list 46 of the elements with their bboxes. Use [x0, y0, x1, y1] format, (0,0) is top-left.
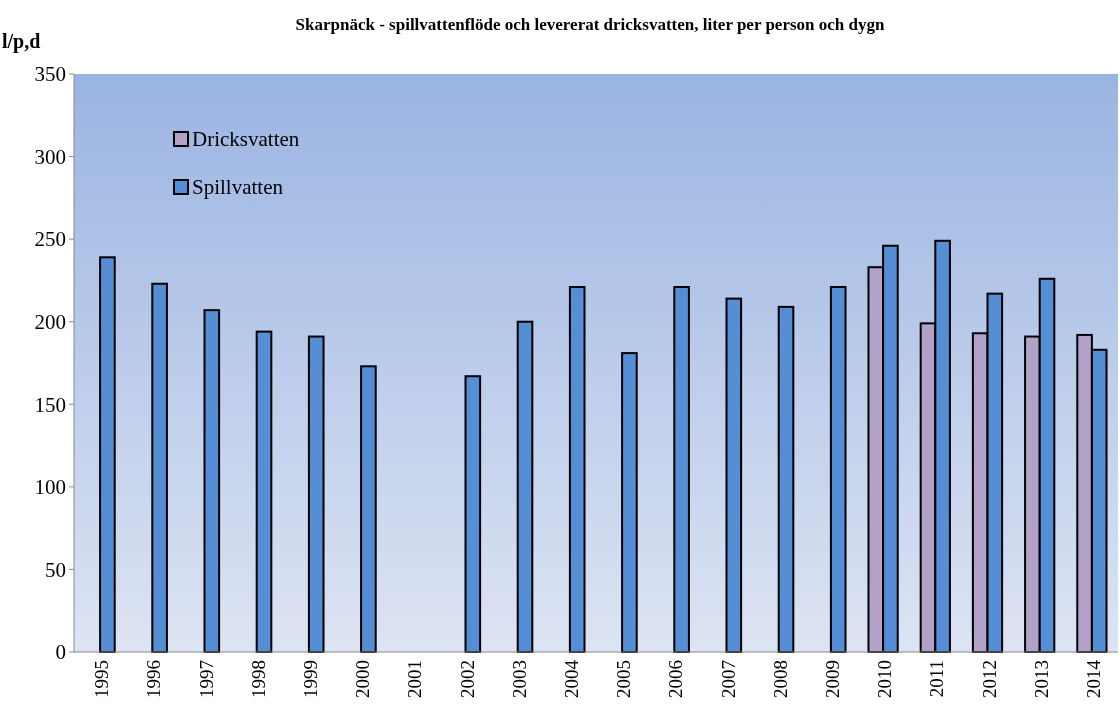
bar [516, 320, 534, 653]
bar [829, 286, 847, 653]
x-tick-label: 2001 [404, 660, 426, 698]
x-tick-label: 1995 [91, 660, 113, 698]
x-tick-label: 2014 [1082, 659, 1104, 698]
bar [725, 297, 743, 653]
bar [464, 375, 482, 653]
bar [255, 330, 273, 653]
bar [673, 286, 690, 653]
legend-label: Dricksvatten [192, 127, 300, 151]
x-tick-label: 2010 [874, 660, 896, 698]
bar [99, 256, 116, 653]
bar [307, 335, 325, 653]
bar [203, 309, 221, 653]
x-tick-label: 2002 [456, 660, 478, 698]
bar [777, 305, 795, 653]
y-tick-label: 350 [34, 62, 66, 87]
y-tick-label: 300 [34, 144, 66, 169]
x-tick-label: 2005 [613, 660, 635, 698]
x-tick-label: 2011 [926, 660, 948, 698]
x-tick-label: 1996 [143, 660, 165, 698]
bar [568, 286, 586, 653]
x-tick-label: 2000 [352, 660, 374, 698]
x-tick-label: 2008 [769, 660, 791, 698]
x-tick-label: 1997 [195, 660, 217, 698]
y-tick-label: 150 [34, 392, 66, 417]
bar [360, 365, 377, 653]
x-tick-label: 2006 [665, 660, 687, 698]
y-tick-label: 50 [45, 557, 66, 582]
y-tick-label: 0 [55, 640, 66, 665]
x-tick-label: 2012 [978, 660, 1000, 698]
y-tick-label: 200 [34, 310, 66, 335]
x-tick-label: 1998 [247, 660, 269, 698]
bar [621, 352, 638, 653]
x-tick-label: 2013 [1030, 660, 1052, 698]
x-tick-label: 2004 [560, 659, 582, 698]
legend-label: Spillvatten [192, 175, 284, 199]
x-tick-label: 2009 [821, 660, 843, 698]
y-tick-label: 250 [34, 227, 66, 252]
chart-title: Skarpnäck - spillvattenflöde och levererat dricksvatten, liter per person och dygn [295, 15, 885, 34]
x-tick-label: 1999 [299, 660, 321, 698]
x-tick-label: 2003 [508, 660, 530, 698]
x-tick-label: 2007 [717, 660, 739, 698]
bar [151, 282, 168, 653]
y-tick-label: 100 [34, 475, 66, 500]
y-axis-title: l/p,d [2, 30, 41, 53]
